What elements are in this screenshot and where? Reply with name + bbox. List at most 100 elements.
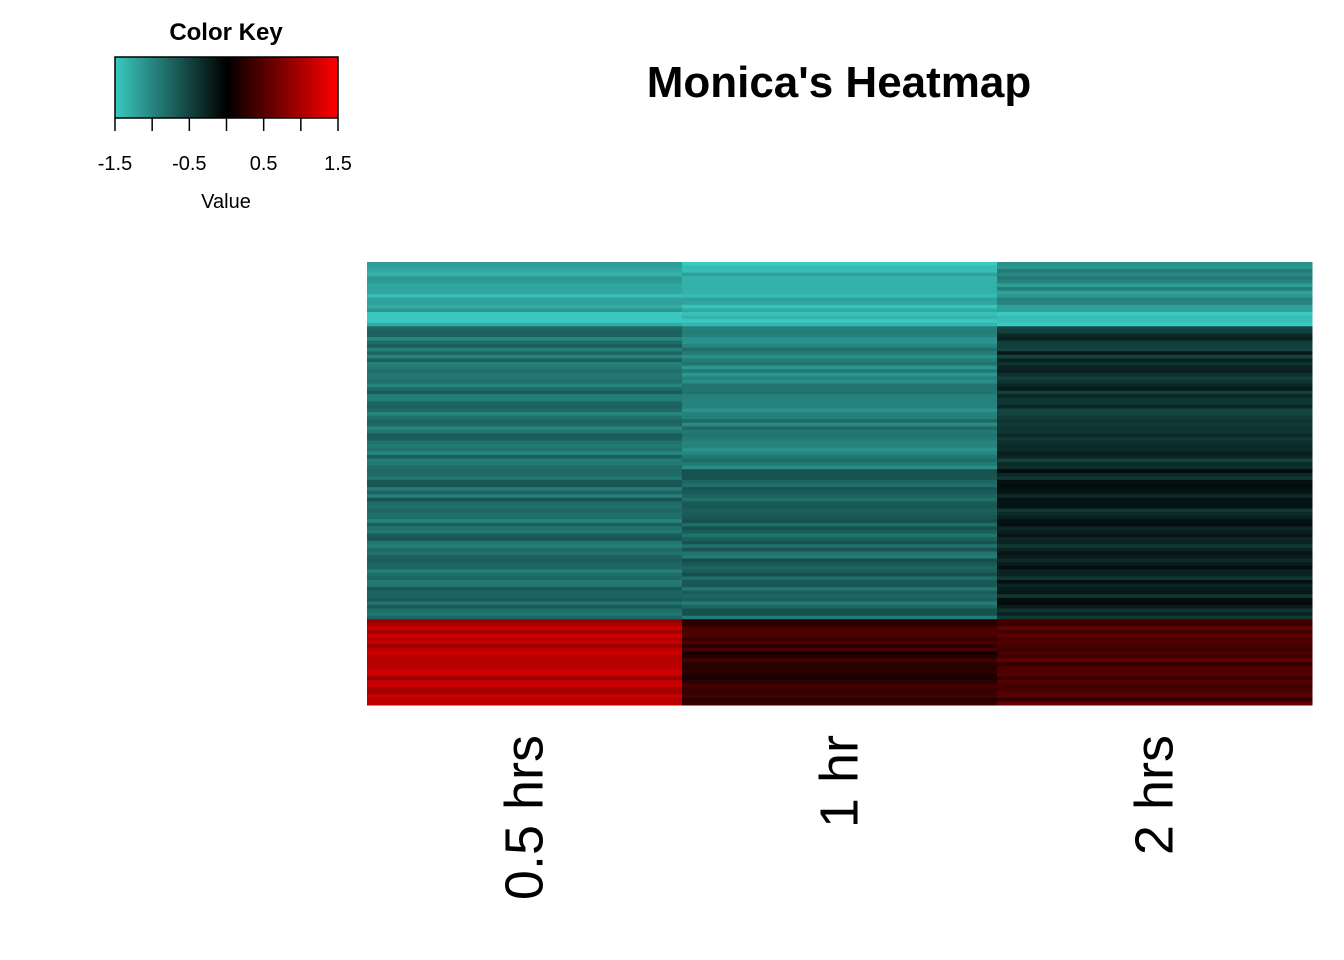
heatmap-cell (997, 419, 1313, 424)
heatmap-cell (682, 297, 998, 302)
heatmap-cell (682, 558, 998, 563)
heatmap-cell (367, 369, 683, 374)
heatmap-cell (997, 687, 1313, 692)
heatmap-cell (997, 422, 1313, 427)
heatmap-cell (997, 279, 1313, 284)
heatmap-cell (997, 397, 1313, 402)
heatmap-cell (682, 451, 998, 456)
heatmap-cell (997, 504, 1313, 510)
heatmap-cell (682, 308, 998, 313)
heatmap-cell (997, 626, 1313, 631)
heatmap-cell (367, 587, 683, 592)
heatmap-cell (682, 322, 998, 327)
heatmap-cell (997, 672, 1313, 677)
heatmap-cell (997, 512, 1313, 517)
heatmap-cell (997, 433, 1313, 438)
heatmap-cell (997, 683, 1313, 688)
heatmap-cell (682, 333, 998, 338)
heatmap-cell (997, 401, 1313, 406)
heatmap-cell (997, 533, 1313, 538)
heatmap-cell (997, 619, 1313, 624)
color-key-tick-label: 0.5 (250, 153, 278, 175)
heatmap-cell (997, 444, 1313, 449)
heatmap-cell (367, 304, 683, 309)
color-key-tick-label: -0.5 (172, 153, 206, 175)
heatmap-cell (997, 569, 1313, 574)
heatmap-cell (682, 687, 998, 692)
heatmap-cell (367, 354, 683, 359)
heatmap-cell (367, 519, 683, 524)
heatmap-cell (682, 540, 998, 545)
heatmap-cell (997, 290, 1313, 295)
heatmap-cell (997, 587, 1313, 592)
heatmap-cell (682, 269, 998, 274)
heatmap-cell (682, 658, 998, 663)
heatmap-cell (997, 515, 1313, 520)
heatmap-cell (367, 437, 683, 442)
heatmap-cell (997, 408, 1313, 413)
heatmap-cell (682, 454, 998, 459)
heatmap-cell (682, 472, 998, 477)
heatmap-cell (367, 283, 683, 288)
heatmap-cell (997, 458, 1313, 463)
heatmap-cell (997, 358, 1313, 363)
heatmap-cell (367, 619, 683, 624)
heatmap-cell (682, 294, 998, 299)
heatmap-cell (682, 490, 998, 495)
heatmap-cell (682, 276, 998, 281)
heatmap-cell (367, 319, 683, 324)
heatmap-cell (997, 540, 1313, 545)
heatmap-cell (997, 522, 1313, 527)
heatmap-cell (682, 476, 998, 481)
heatmap-cell (682, 462, 998, 467)
heatmap-cell (682, 533, 998, 538)
heatmap-cell (682, 415, 998, 420)
heatmap-cell (367, 294, 683, 299)
heatmap-cell (682, 369, 998, 374)
heatmap-cell (682, 615, 998, 620)
heatmap-cell (682, 544, 998, 549)
heatmap-cell (682, 354, 998, 359)
heatmap-cell (367, 426, 683, 431)
heatmap-cell (997, 383, 1313, 388)
heatmap-cell (997, 322, 1313, 327)
heatmap-cell (997, 529, 1313, 535)
heatmap-cell (997, 437, 1313, 442)
heatmap-cell (367, 690, 683, 695)
heatmap-cell (367, 544, 683, 549)
heatmap-cell (682, 387, 998, 392)
heatmap-cell (682, 579, 998, 585)
heatmap-cell (682, 633, 998, 638)
heatmap-cell (997, 372, 1313, 377)
heatmap-cell (997, 487, 1313, 492)
heatmap-cell (367, 276, 683, 281)
heatmap-cell (997, 269, 1313, 274)
heatmap-cell (367, 697, 683, 702)
column-label: 0.5 hrs (495, 735, 555, 900)
heatmap-cell (367, 451, 683, 456)
heatmap-cell (367, 501, 683, 506)
column-labels: 0.5 hrs 1 hr 2 hrs (495, 735, 1185, 900)
heatmap-cell (682, 408, 998, 413)
heatmap-cell (682, 272, 998, 277)
heatmap-cell (367, 629, 683, 635)
heatmap-cell (997, 326, 1313, 331)
heatmap-cell (997, 654, 1313, 660)
heatmap-cell (997, 554, 1313, 560)
heatmap-cell (682, 547, 998, 552)
heatmap-cell (682, 419, 998, 424)
heatmap-cell (682, 640, 998, 645)
heatmap-cell (367, 440, 683, 445)
heatmap-cell (997, 429, 1313, 434)
heatmap-cell (682, 551, 998, 556)
heatmap-cell (682, 679, 998, 685)
heatmap-cell (367, 469, 683, 474)
heatmap-cell (682, 479, 998, 484)
heatmap-cell (367, 679, 683, 685)
heatmap-cell (682, 501, 998, 506)
heatmap-cell (682, 590, 998, 595)
color-key-tick-label: -1.5 (98, 153, 132, 175)
heatmap-cell (682, 526, 998, 531)
heatmap-cell (682, 637, 998, 642)
heatmap-cell (682, 572, 998, 577)
